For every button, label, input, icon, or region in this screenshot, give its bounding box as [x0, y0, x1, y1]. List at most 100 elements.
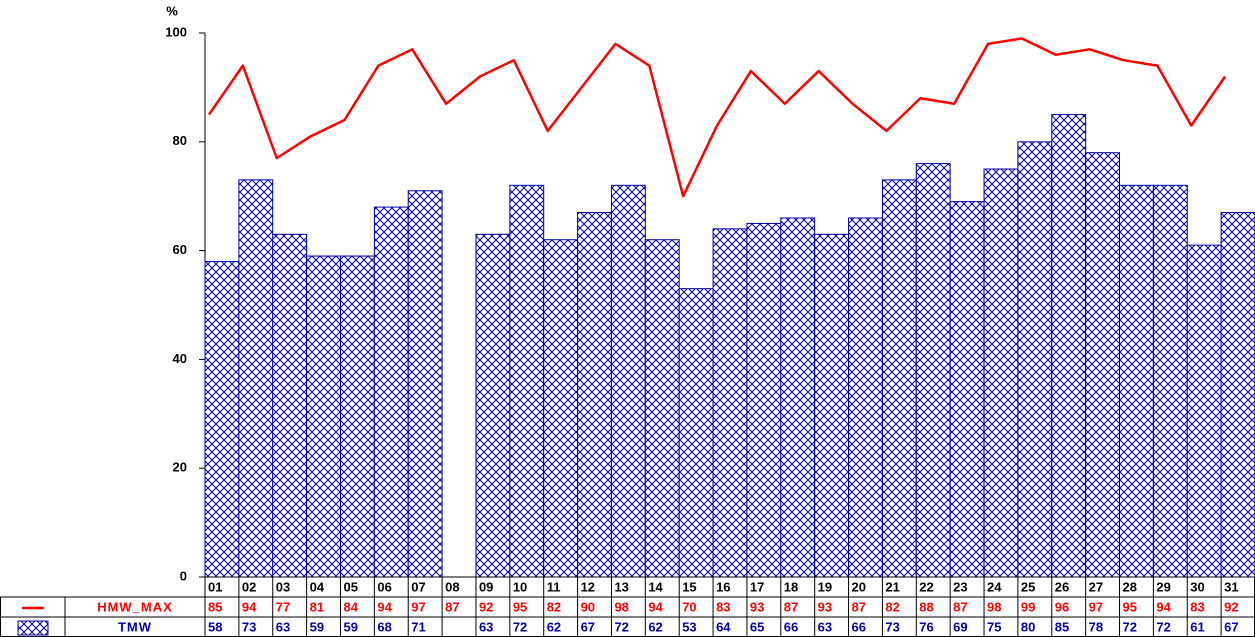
x-tick-label: 25	[1021, 579, 1035, 594]
bar	[306, 255, 341, 578]
line	[207, 37, 1227, 198]
table-value: 58	[208, 619, 222, 634]
bar	[204, 260, 240, 578]
table-value: 70	[682, 599, 696, 614]
table-value: 53	[682, 619, 696, 634]
table-value: 95	[513, 599, 527, 614]
table-value: 71	[411, 619, 425, 634]
y-tick-label: 100	[165, 24, 187, 39]
table-value: 99	[1021, 599, 1035, 614]
x-tick-label: 04	[310, 579, 325, 594]
bar	[1152, 184, 1188, 578]
x-tick-label: 09	[479, 579, 493, 594]
table-value: 73	[242, 619, 256, 634]
bar	[1085, 152, 1121, 578]
y-tick-label: 80	[173, 133, 187, 148]
table-value: 69	[953, 619, 967, 634]
x-tick-label: 28	[1123, 579, 1137, 594]
x-tick-label: 18	[784, 579, 798, 594]
table-value: 72	[614, 619, 628, 634]
x-tick-label: 05	[343, 579, 357, 594]
bar	[272, 233, 308, 578]
table-value: 92	[1224, 599, 1238, 614]
y-tick-label: 60	[173, 242, 187, 257]
table-value: 67	[1224, 619, 1238, 634]
x-tick-label: 20	[852, 579, 866, 594]
x-tick-label: 22	[919, 579, 933, 594]
x-tick-label: 17	[750, 579, 764, 594]
bar	[577, 212, 612, 578]
x-tick-label: 11	[547, 579, 561, 594]
x-tick-label: 12	[581, 579, 595, 594]
x-tick-label: 13	[614, 579, 628, 594]
table-value: 96	[1055, 599, 1069, 614]
x-tick-label: 19	[818, 579, 832, 594]
bar	[1119, 184, 1154, 578]
table-value: 94	[1156, 599, 1171, 614]
bar	[509, 184, 545, 578]
table-value: 83	[716, 599, 730, 614]
x-tick-label: 03	[276, 579, 290, 594]
table-value: 76	[919, 619, 933, 634]
bar	[475, 233, 511, 578]
table-value: 98	[614, 599, 628, 614]
table-value: 59	[343, 619, 357, 634]
table-value: 87	[445, 599, 459, 614]
bar	[373, 206, 409, 578]
x-tick-label: 30	[1190, 579, 1204, 594]
x-tick-label: 07	[411, 579, 425, 594]
x-tick-label: 01	[208, 579, 222, 594]
table-value: 87	[784, 599, 798, 614]
table-value: 67	[581, 619, 595, 634]
x-tick-label: 15	[682, 579, 696, 594]
table-value: 75	[987, 619, 1001, 634]
table-value: 97	[1089, 599, 1103, 614]
y-tick-label: 20	[173, 460, 187, 475]
x-tick-label: 08	[445, 579, 459, 594]
bar	[1220, 212, 1255, 578]
bar	[644, 239, 680, 578]
bar	[814, 233, 850, 578]
bar	[407, 190, 443, 578]
legend-marker	[17, 620, 49, 636]
bar	[881, 179, 917, 578]
table-value: 73	[885, 619, 899, 634]
table-value: 72	[513, 619, 527, 634]
bar	[339, 255, 375, 578]
table-value: 85	[1055, 619, 1069, 634]
table-value: 87	[953, 599, 967, 614]
x-tick-label: 10	[513, 579, 527, 594]
y-tick-label: 0	[180, 568, 187, 583]
table-value: 78	[1089, 619, 1103, 634]
legend-label: HMW_MAX	[97, 599, 173, 614]
table-value: 63	[479, 619, 493, 634]
bar	[712, 228, 748, 578]
bar	[543, 239, 579, 578]
table-value: 98	[987, 599, 1001, 614]
x-tick-label: 16	[716, 579, 730, 594]
table-value: 92	[479, 599, 493, 614]
bar	[678, 288, 714, 578]
bar	[238, 179, 274, 578]
bar	[610, 184, 646, 578]
table-value: 65	[750, 619, 764, 634]
bar	[1017, 141, 1053, 578]
table-value: 61	[1190, 619, 1204, 634]
bar	[1186, 244, 1222, 578]
x-tick-label: 26	[1055, 579, 1069, 594]
x-tick-label: 23	[953, 579, 967, 594]
table-value: 88	[919, 599, 933, 614]
table-value: 82	[885, 599, 899, 614]
table-value: 93	[818, 599, 832, 614]
x-tick-label: 02	[242, 579, 256, 594]
table-value: 85	[208, 599, 222, 614]
table-value: 77	[276, 599, 290, 614]
table-value: 64	[716, 619, 731, 634]
table-value: 90	[581, 599, 595, 614]
table-value: 83	[1190, 599, 1204, 614]
table-value: 59	[310, 619, 324, 634]
bar	[949, 201, 985, 578]
x-tick-label: 21	[885, 579, 899, 594]
table-value: 95	[1123, 599, 1137, 614]
